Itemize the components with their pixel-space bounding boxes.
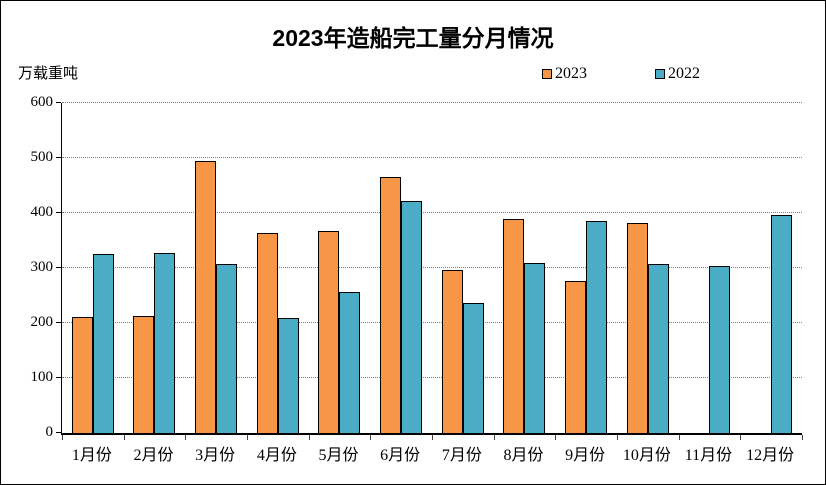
bar-2022-2月份 — [154, 253, 176, 433]
gridline-600 — [62, 102, 802, 103]
category-4月份 — [247, 103, 309, 433]
bar-2022-1月份 — [92, 253, 114, 433]
y-tick-label-200: 200 — [30, 314, 54, 330]
x-axis-tick-6 — [432, 435, 433, 440]
legend-swatch-2022 — [655, 69, 665, 79]
bar-2022-8月份 — [524, 262, 546, 433]
x-tick-label-9月份: 9月份 — [565, 447, 606, 464]
x-tick-label-6月份: 6月份 — [380, 447, 421, 464]
y-axis-tick-500 — [56, 157, 61, 158]
category-7月份 — [432, 103, 494, 433]
x-axis-tick-5 — [370, 435, 372, 440]
gridline-200 — [62, 322, 802, 323]
x-tick-label-2月份: 2月份 — [133, 447, 174, 464]
y-tick-label-600: 600 — [30, 94, 54, 110]
bar-2023-3月份 — [195, 161, 217, 433]
legend-label-2022: 2022 — [668, 65, 700, 82]
bar-2023-8月份 — [503, 219, 525, 433]
bar-2023-1月份 — [71, 316, 93, 433]
x-tick-label-3月份: 3月份 — [195, 447, 236, 464]
bar-2022-10月份 — [647, 263, 669, 433]
category-5月份 — [309, 103, 371, 433]
plot-area — [56, 102, 803, 440]
x-axis-tick-8 — [555, 435, 557, 440]
x-axis-tick-0 — [62, 435, 63, 440]
x-axis-tick-1 — [123, 435, 125, 440]
x-tick-label-7月份: 7月份 — [441, 447, 482, 464]
category-3月份 — [185, 103, 247, 433]
y-tick-label-100: 100 — [30, 369, 54, 385]
legend-item-2022: 2022 — [655, 65, 700, 83]
y-axis-unit-label: 万载重吨 — [18, 65, 79, 82]
x-tick-label-12月份: 12月份 — [746, 447, 795, 464]
category-10月份 — [617, 103, 679, 433]
bar-2023-6月份 — [380, 177, 402, 433]
x-axis-tick-7 — [493, 435, 495, 440]
chart-title: 2023年造船完工量分月情况 — [272, 25, 554, 51]
x-axis-tick-12 — [802, 435, 803, 440]
x-axis-tick-4 — [308, 435, 310, 440]
bar-2023-2月份 — [133, 316, 155, 433]
x-axis-tick-11 — [740, 435, 742, 440]
x-tick-label-10月份: 10月份 — [622, 447, 671, 464]
bar-2022-5月份 — [339, 291, 361, 433]
gridline-500 — [62, 157, 802, 158]
x-tick-label-4月份: 4月份 — [256, 447, 297, 464]
x-axis-tick-9 — [617, 435, 618, 440]
bar-2023-7月份 — [441, 269, 463, 433]
x-axis-tick-3 — [247, 435, 248, 440]
bar-2023-9月份 — [565, 280, 587, 433]
gridline-400 — [62, 212, 802, 213]
legend-item-2023: 2023 — [542, 65, 587, 83]
y-axis-tick-0 — [56, 432, 61, 433]
bar-2022-9月份 — [586, 221, 608, 433]
y-tick-label-400: 400 — [30, 204, 54, 220]
bar-2022-4月份 — [277, 317, 299, 433]
x-axis-tick-10 — [678, 435, 680, 440]
legend-label-2023: 2023 — [555, 65, 587, 82]
category-2月份 — [124, 103, 186, 433]
y-tick-label-0: 0 — [45, 424, 54, 440]
legend: 2023 2022 — [1, 65, 825, 83]
y-axis-tick-300 — [56, 267, 61, 268]
category-12月份 — [740, 103, 802, 433]
x-axis-tick-2 — [185, 435, 187, 440]
category-11月份 — [679, 103, 741, 433]
x-tick-label-1月份: 1月份 — [71, 447, 112, 464]
y-axis-tick-400 — [56, 212, 61, 213]
bar-2023-10月份 — [626, 223, 648, 433]
bar-2022-7月份 — [462, 303, 484, 433]
x-tick-label-11月份: 11月份 — [684, 447, 733, 464]
category-1月份 — [62, 103, 124, 433]
x-tick-label-5月份: 5月份 — [318, 447, 359, 464]
y-axis-tick-600 — [56, 102, 61, 103]
bar-2022-3月份 — [216, 263, 238, 433]
bar-2023-5月份 — [318, 230, 340, 433]
legend-swatch-2023 — [542, 69, 552, 79]
category-6月份 — [370, 103, 432, 433]
category-8月份 — [494, 103, 556, 433]
y-tick-label-300: 300 — [30, 259, 54, 275]
gridline-300 — [62, 267, 802, 268]
bar-2023-4月份 — [256, 233, 278, 433]
gridline-100 — [62, 377, 802, 378]
bar-2022-6月份 — [401, 201, 423, 433]
y-axis-tick-200 — [56, 322, 61, 323]
x-tick-label-8月份: 8月份 — [503, 447, 544, 464]
category-9月份 — [555, 103, 617, 433]
y-tick-label-500: 500 — [30, 149, 54, 165]
y-axis-tick-100 — [56, 377, 61, 378]
bar-2022-12月份 — [771, 214, 793, 433]
bar-2022-11月份 — [709, 265, 731, 433]
